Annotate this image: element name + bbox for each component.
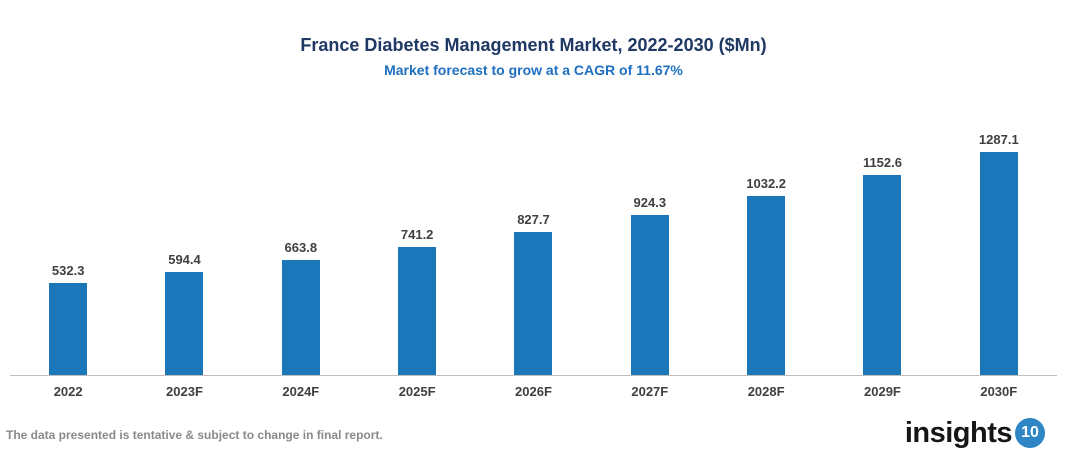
bar (979, 152, 1018, 375)
plot-area: 532.3 594.4 663.8 741.2 827.7 924.3 1032.2 1152… (10, 105, 1057, 376)
bar-value-label: 1287.1 (978, 132, 1019, 147)
logo-badge: 10 (1015, 418, 1045, 448)
bar-group: 827.7 (475, 105, 591, 375)
page-footer: The data presented is tentative & subjec… (0, 418, 1067, 454)
bar-group: 532.3 (10, 105, 126, 375)
bar (747, 196, 786, 375)
bar-chart: 532.3 594.4 663.8 741.2 827.7 924.3 1032.2 1152… (10, 105, 1057, 399)
bar (281, 260, 320, 375)
bar-value-label: 1152.6 (862, 155, 902, 170)
bar (398, 247, 437, 375)
bar-value-label: 924.3 (633, 195, 667, 210)
category-label: 2025F (398, 384, 436, 399)
chart-title: France Diabetes Management Market, 2022-… (300, 35, 767, 55)
bar (49, 283, 88, 375)
category-label: 2026F (515, 384, 552, 399)
bar-group: 663.8 (243, 105, 359, 375)
category-label: 2024F (282, 384, 320, 399)
bar-value-label: 594.4 (168, 252, 201, 267)
bar-value-label: 532.3 (51, 263, 85, 278)
bar (514, 232, 553, 375)
disclaimer-text: The data presented is tentative & subjec… (6, 428, 383, 442)
category-label: 2028F (747, 384, 785, 399)
bar-group: 594.4 (126, 105, 242, 375)
bar-value-label: 741.2 (400, 227, 434, 242)
bar-value-label: 663.8 (284, 240, 318, 255)
x-axis-labels: 2022 2023F 2024F 2025F 2026F 2027F 2028F 2029F 2… (10, 376, 1057, 399)
bar-value-label: 827.7 (517, 212, 550, 227)
insights10-logo: insights 10 (905, 418, 1045, 448)
bar-group: 1032.2 (708, 105, 824, 375)
bar-group: 741.2 (359, 105, 475, 375)
category-label: 2023F (166, 384, 203, 399)
category-label: 2029F (864, 384, 901, 399)
category-label: 2027F (631, 384, 669, 399)
bar-group: 1152.6 (824, 105, 940, 375)
bar (165, 272, 204, 375)
chart-header: France Diabetes Management Market, 2022-… (0, 0, 1067, 79)
bar-value-label: 1032.2 (746, 176, 787, 191)
bar-group: 1287.1 (941, 105, 1057, 375)
category-label: 2022 (53, 384, 83, 399)
bar (863, 175, 902, 375)
bar-group: 924.3 (592, 105, 708, 375)
logo-text: insights (904, 417, 1013, 449)
chart-subtitle: Market forecast to grow at a CAGR of 11.… (384, 62, 683, 78)
category-label: 2030F (980, 384, 1018, 399)
bar (630, 215, 669, 375)
